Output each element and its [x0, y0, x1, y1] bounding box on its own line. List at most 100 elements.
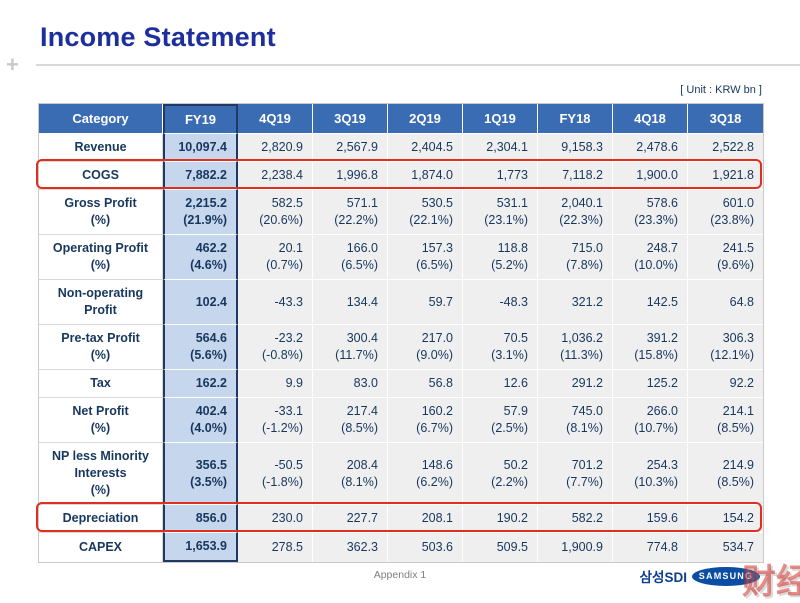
- cell: 362.3: [313, 533, 388, 562]
- cell: 230.0: [238, 505, 313, 533]
- column-header-fy19: FY19: [163, 104, 238, 134]
- cell: 9.9: [238, 370, 313, 398]
- cell: 306.3 (12.1%): [688, 325, 763, 370]
- cell: 530.5 (22.1%): [388, 190, 463, 235]
- column-header-4q19: 4Q19: [238, 104, 313, 134]
- cell: 134.4: [313, 280, 388, 325]
- column-header-3q18: 3Q18: [688, 104, 763, 134]
- column-header-4q18: 4Q18: [613, 104, 688, 134]
- cell: 217.4 (8.5%): [313, 398, 388, 443]
- cell: 190.2: [463, 505, 538, 533]
- cell: 162.2: [163, 370, 238, 398]
- cell: 856.0: [163, 505, 238, 533]
- title-divider: [36, 64, 800, 66]
- cell: 57.9 (2.5%): [463, 398, 538, 443]
- row-category: Tax: [39, 370, 163, 398]
- column-header-fy18: FY18: [538, 104, 613, 134]
- cell: 9,158.3: [538, 134, 613, 162]
- cell: 20.1 (0.7%): [238, 235, 313, 280]
- row-category: COGS: [39, 162, 163, 190]
- cell: -50.5 (-1.8%): [238, 443, 313, 505]
- cell: 102.4: [163, 280, 238, 325]
- row-category: NP less Minority Interests (%): [39, 443, 163, 505]
- cell: 59.7: [388, 280, 463, 325]
- cell: 1,874.0: [388, 162, 463, 190]
- cell: -43.3: [238, 280, 313, 325]
- watermark: 财经: [742, 563, 800, 601]
- table-row: Pre-tax Profit (%) 564.6 (5.6%) -23.2 (-0.8%)…: [39, 325, 763, 370]
- cell: 2,567.9: [313, 134, 388, 162]
- cell: 300.4 (11.7%): [313, 325, 388, 370]
- table-row: Gross Profit (%) 2,215.2 (21.9%) 582.5 (20.6%…: [39, 190, 763, 235]
- table-header-row: Category FY19 4Q19 3Q19 2Q19 1Q19 FY18 4Q18 3Q18: [39, 104, 763, 134]
- table-row: Revenue 10,097.4 2,820.9 2,567.9 2,404.5 2,30…: [39, 134, 763, 162]
- row-category: CAPEX: [39, 533, 163, 562]
- cell: 2,478.6: [613, 134, 688, 162]
- cell: 2,820.9: [238, 134, 313, 162]
- logo-korean-text: 삼성SDI: [639, 570, 687, 585]
- table-row: Net Profit (%) 402.4 (4.0%) -33.1 (-1.2%) 217.…: [39, 398, 763, 443]
- cell: 582.5 (20.6%): [238, 190, 313, 235]
- row-category: Non-operating Profit: [39, 280, 163, 325]
- table-row: Tax 162.2 9.9 83.0 56.8 12.6 291.2 125.2 92.2: [39, 370, 763, 398]
- cell: 92.2: [688, 370, 763, 398]
- cell: 1,996.8: [313, 162, 388, 190]
- column-header-2q19: 2Q19: [388, 104, 463, 134]
- cell: 531.1 (23.1%): [463, 190, 538, 235]
- cell: 159.6: [613, 505, 688, 533]
- cell: 578.6 (23.3%): [613, 190, 688, 235]
- row-category: Depreciation: [39, 505, 163, 533]
- cell: 10,097.4: [163, 134, 238, 162]
- samsung-sdi-logo: 삼성SDI SAMSUNG: [640, 566, 760, 586]
- row-category: Pre-tax Profit (%): [39, 325, 163, 370]
- row-category: Revenue: [39, 134, 163, 162]
- cell: 83.0: [313, 370, 388, 398]
- column-header-category: Category: [39, 104, 163, 134]
- unit-label: [ Unit : KRW bn ]: [680, 84, 762, 96]
- cell: 154.2: [688, 505, 763, 533]
- cell: 2,040.1 (22.3%): [538, 190, 613, 235]
- cell: 118.8 (5.2%): [463, 235, 538, 280]
- table-row: NP less Minority Interests (%) 356.5 (3.5%) -…: [39, 443, 763, 505]
- cell: 64.8: [688, 280, 763, 325]
- cell: 291.2: [538, 370, 613, 398]
- cell: 266.0 (10.7%): [613, 398, 688, 443]
- cell: 601.0 (23.8%): [688, 190, 763, 235]
- footer-page-label: Appendix 1: [373, 569, 427, 581]
- cell: 1,921.8: [688, 162, 763, 190]
- cell: 582.2: [538, 505, 613, 533]
- cell: 157.3 (6.5%): [388, 235, 463, 280]
- column-header-3q19: 3Q19: [313, 104, 388, 134]
- cell: 208.1: [388, 505, 463, 533]
- cell: 462.2 (4.6%): [163, 235, 238, 280]
- cell: 2,522.8: [688, 134, 763, 162]
- cell: 1,900.9: [538, 533, 613, 562]
- column-header-1q19: 1Q19: [463, 104, 538, 134]
- cell: 321.2: [538, 280, 613, 325]
- cell: 142.5: [613, 280, 688, 325]
- cell: 70.5 (3.1%): [463, 325, 538, 370]
- cell: 7,882.2: [163, 162, 238, 190]
- table-row: Non-operating Profit 102.4 -43.3 134.4 59.7 -4…: [39, 280, 763, 325]
- cell: 160.2 (6.7%): [388, 398, 463, 443]
- cell: 2,404.5: [388, 134, 463, 162]
- cell: 715.0 (7.8%): [538, 235, 613, 280]
- cell: 2,238.4: [238, 162, 313, 190]
- cell: -48.3: [463, 280, 538, 325]
- cell: 1,900.0: [613, 162, 688, 190]
- plus-mark-decoration: +: [6, 52, 19, 77]
- cell: 391.2 (15.8%): [613, 325, 688, 370]
- table-row: Depreciation 856.0 230.0 227.7 208.1 190.2 582…: [39, 505, 763, 533]
- cell: 12.6: [463, 370, 538, 398]
- cell: 356.5 (3.5%): [163, 443, 238, 505]
- cell: 745.0 (8.1%): [538, 398, 613, 443]
- cell: 148.6 (6.2%): [388, 443, 463, 505]
- samsung-oval-logo: SAMSUNG: [692, 566, 760, 586]
- cell: 1,773: [463, 162, 538, 190]
- row-category: Net Profit (%): [39, 398, 163, 443]
- table-row: CAPEX 1,653.9 278.5 362.3 503.6 509.5 1,900.9 7…: [39, 533, 763, 562]
- row-category: Operating Profit (%): [39, 235, 163, 280]
- cell: 564.6 (5.6%): [163, 325, 238, 370]
- cell: 214.1 (8.5%): [688, 398, 763, 443]
- cell: 56.8: [388, 370, 463, 398]
